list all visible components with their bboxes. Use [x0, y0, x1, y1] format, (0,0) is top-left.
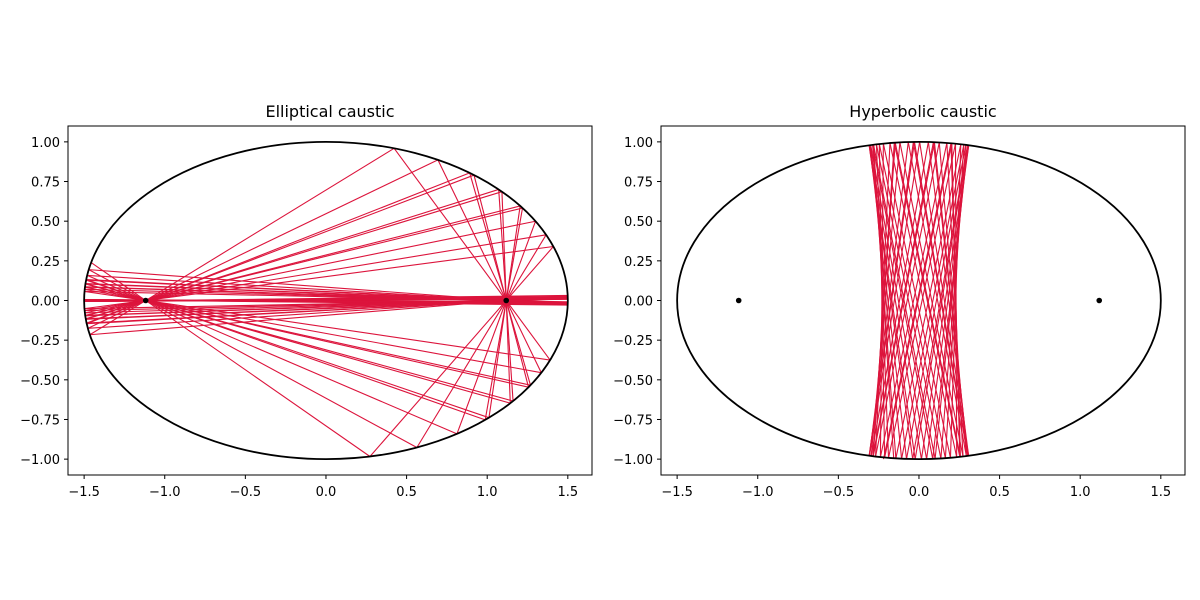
- x-tick-label: 0.0: [316, 485, 337, 500]
- x-tick-label: −1.5: [68, 485, 100, 500]
- y-tick-label: 1.00: [31, 136, 60, 151]
- chart-title: Hyperbolic caustic: [849, 102, 996, 121]
- ellipse-boundary: [676, 140, 1162, 461]
- trajectory-segment: [89, 147, 395, 336]
- trajectory-segment: [84, 286, 568, 304]
- y-tick-label: −1.00: [20, 453, 60, 468]
- trajectory-segment: [90, 262, 371, 457]
- trajectory-segment: [901, 144, 965, 459]
- trajectory-segment: [84, 288, 542, 374]
- y-tick-label: −0.25: [613, 334, 653, 349]
- y-tick-label: 0.00: [31, 295, 60, 310]
- chart-title: Elliptical caustic: [265, 102, 394, 121]
- y-tick-label: −0.75: [20, 413, 60, 428]
- x-tick-label: 1.5: [557, 485, 578, 500]
- y-tick-label: 0.50: [624, 215, 653, 230]
- trajectory-segment: [84, 286, 531, 386]
- x-tick-label: 0.0: [909, 485, 930, 500]
- trajectory-segment: [393, 147, 551, 361]
- trajectory-segment: [914, 145, 969, 460]
- y-tick-label: 0.50: [31, 215, 60, 230]
- trajectory-segment: [927, 141, 970, 456]
- trajectory-segment: [934, 145, 969, 459]
- trajectory-segment: [946, 142, 964, 457]
- trajectory-segment: [84, 234, 547, 312]
- trajectory-series: [84, 147, 568, 457]
- trajectory-segment: [870, 142, 901, 457]
- trajectory-segment: [84, 296, 568, 302]
- trajectory-segment: [469, 172, 531, 386]
- trajectory-segment: [895, 144, 962, 459]
- plot-area: [676, 140, 1162, 461]
- y-tick-label: 0.00: [624, 295, 653, 310]
- trajectory-segment: [498, 189, 514, 402]
- x-tick-label: 1.0: [1070, 485, 1091, 500]
- trajectory-segment: [873, 144, 895, 459]
- trajectory-segment: [878, 143, 946, 459]
- x-tick-label: 1.5: [1150, 485, 1171, 500]
- plot-area: [83, 140, 569, 461]
- trajectory-segment: [85, 188, 499, 320]
- y-tick-label: 0.25: [624, 255, 653, 270]
- trajectory-segment: [889, 142, 958, 458]
- trajectory-segment: [912, 145, 969, 460]
- trajectory-segment: [907, 141, 967, 457]
- trajectory-series: [868, 141, 970, 460]
- x-tick-label: 0.5: [989, 485, 1010, 500]
- focus-point: [735, 297, 742, 304]
- trajectory-segment: [872, 144, 934, 459]
- x-tick-label: −1.5: [661, 485, 693, 500]
- trajectory-segment: [456, 221, 537, 435]
- x-tick-label: −0.5: [230, 485, 262, 500]
- x-tick-label: −1.0: [742, 485, 774, 500]
- trajectory-segment: [416, 234, 547, 448]
- trajectory-segment: [84, 290, 551, 361]
- y-tick-label: −0.50: [20, 374, 60, 389]
- trajectory-segment: [84, 220, 536, 314]
- y-tick-label: −0.25: [20, 334, 60, 349]
- x-tick-label: −0.5: [823, 485, 855, 500]
- y-tick-label: 0.75: [31, 176, 60, 191]
- ellipse-boundary: [83, 140, 569, 461]
- trajectory-segment: [86, 172, 470, 325]
- x-tick-label: 0.5: [396, 485, 417, 500]
- trajectory-segment: [369, 246, 554, 457]
- x-tick-label: −1.0: [149, 485, 181, 500]
- trajectory-segment: [873, 144, 936, 459]
- trajectory-segment: [875, 142, 940, 457]
- trajectory-segment: [85, 207, 523, 316]
- y-tick-label: 0.25: [31, 255, 60, 270]
- focus-point: [142, 297, 149, 304]
- trajectory-segment: [85, 283, 514, 402]
- y-tick-label: −1.00: [613, 453, 653, 468]
- trajectory-segment: [86, 296, 568, 325]
- y-tick-label: −0.50: [613, 374, 653, 389]
- trajectory-segment: [868, 141, 921, 456]
- focus-point: [1096, 297, 1103, 304]
- focus-point: [503, 297, 510, 304]
- trajectory-segment: [437, 159, 542, 373]
- elliptical-caustic-panel: −1.5 −1.0 −0.5 0.0 0.5 1.0 1.5 1.00 0.75 0.50 0.25…: [20, 102, 593, 500]
- y-tick-label: 0.75: [624, 176, 653, 191]
- hyperbolic-caustic-panel: −1.5 −1.0 −0.5 0.0 0.5 1.0 1.5 1.00 0.75 0.50 0.25…: [613, 102, 1186, 500]
- y-tick-label: −0.75: [613, 413, 653, 428]
- trajectory-segment: [86, 279, 486, 421]
- y-tick-label: 1.00: [624, 136, 653, 151]
- trajectory-segment: [484, 207, 524, 420]
- x-tick-label: 1.0: [477, 485, 498, 500]
